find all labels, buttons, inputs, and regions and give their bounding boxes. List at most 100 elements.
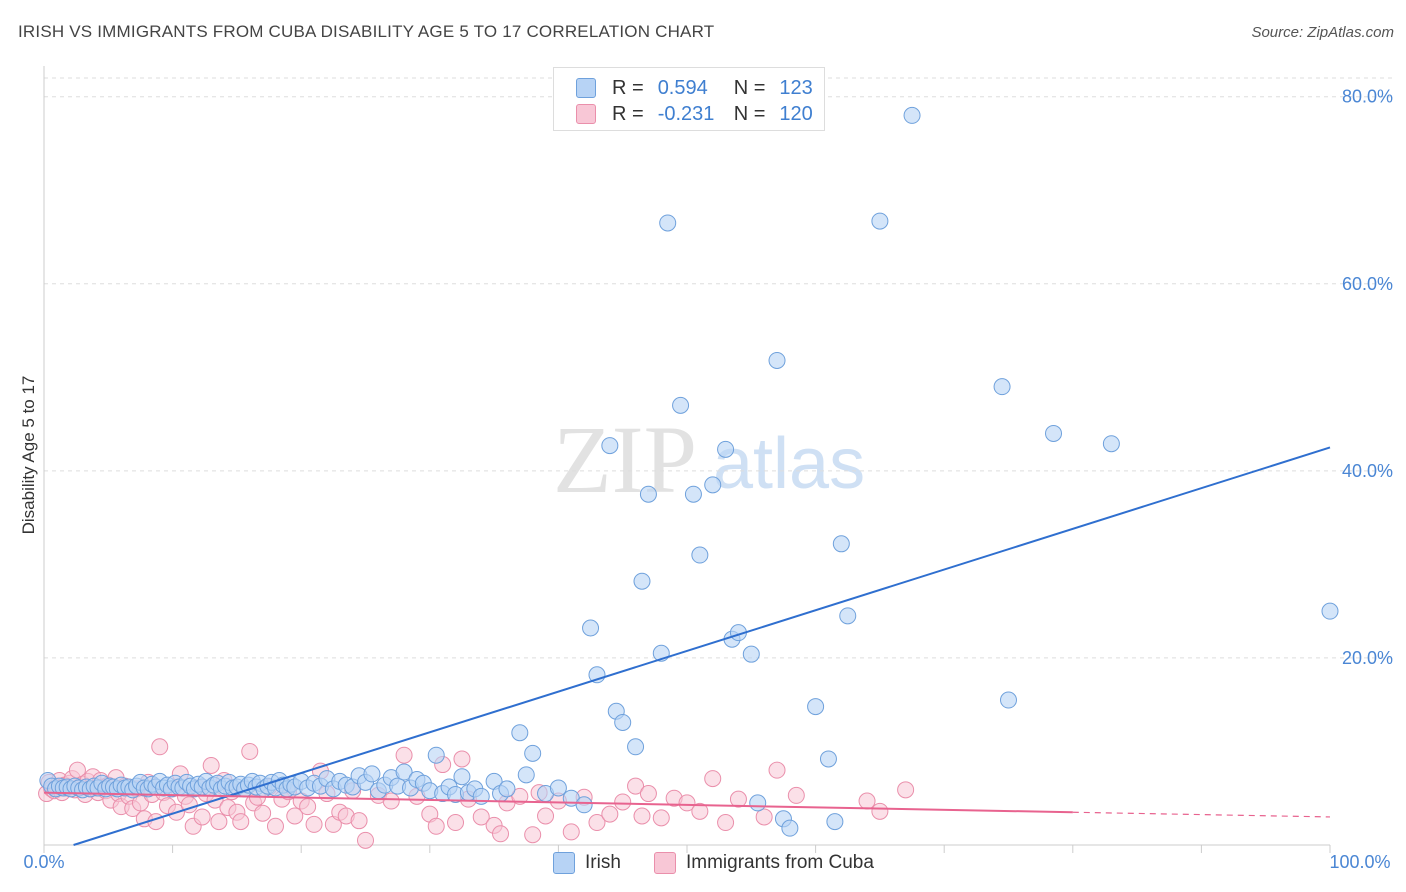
cuba-swatch — [576, 104, 596, 124]
cuba-n-value: 120 — [779, 102, 813, 125]
cuba-point — [858, 792, 876, 810]
cuba-point — [652, 809, 670, 827]
cuba-point — [614, 793, 632, 811]
cuba-point — [601, 805, 619, 823]
irish-point — [672, 396, 690, 414]
cuba-point — [524, 826, 542, 844]
cuba-point — [472, 808, 490, 826]
irish-point — [659, 214, 677, 232]
cuba-point — [286, 807, 304, 825]
watermark-zip: ZIP — [553, 406, 697, 513]
irish-point — [614, 713, 632, 731]
cuba-point — [241, 742, 259, 760]
cuba-point — [266, 817, 284, 835]
source-credit: Source: ZipAtlas.com — [1251, 24, 1394, 41]
irish-point — [395, 763, 413, 781]
irish-point — [704, 476, 722, 494]
cuba-point — [427, 817, 445, 835]
irish-point — [871, 212, 889, 230]
legend-item-cuba[interactable]: Immigrants from Cuba — [654, 852, 874, 874]
irish-point — [601, 437, 619, 455]
irish-point — [832, 535, 850, 553]
cuba-point — [202, 756, 220, 774]
zipatlas-watermark: ZIP atlas — [553, 406, 865, 513]
irish-r-label: R = — [612, 76, 644, 99]
irish-point — [363, 765, 381, 783]
irish-point — [742, 645, 760, 663]
cuba-point — [562, 823, 580, 841]
cuba-point — [704, 770, 722, 788]
chart-title: IRISH VS IMMIGRANTS FROM CUBA DISABILITY… — [18, 22, 715, 41]
irish-point — [549, 779, 567, 797]
irish-legend-swatch — [553, 852, 575, 874]
cuba-point — [768, 761, 786, 779]
cuba-point — [729, 790, 747, 808]
cuba-point — [395, 746, 413, 764]
cuba-trend-dashed — [1072, 811, 1331, 818]
irish-point — [575, 796, 593, 814]
watermark-atlas: atlas — [713, 424, 865, 504]
cuba-point — [871, 802, 889, 820]
series-legend: Irish Immigrants from Cuba — [0, 852, 1406, 878]
irish-point — [427, 746, 445, 764]
cuba-point — [492, 825, 510, 843]
cuba-point — [350, 812, 368, 830]
irish-point — [819, 750, 837, 768]
cuba-point — [210, 813, 228, 831]
irish-point — [717, 440, 735, 458]
grid-lines — [44, 77, 1392, 659]
irish-point — [781, 819, 799, 837]
legend-row-cuba: R = -0.231 N = 120 — [576, 102, 813, 126]
cuba-point — [639, 785, 657, 803]
irish-swatch — [576, 78, 596, 98]
irish-point — [1321, 602, 1339, 620]
irish-point — [768, 351, 786, 369]
tick-labels: 20.0% 40.0% 60.0% 80.0% 0.0% 100.0% — [23, 87, 1393, 872]
cuba-point — [447, 814, 465, 832]
cuba-point — [678, 794, 696, 812]
cuba-r-value: -0.231 — [657, 102, 715, 125]
cuba-legend-swatch — [654, 852, 676, 874]
irish-n-value: 123 — [779, 76, 813, 99]
irish-point — [807, 698, 825, 716]
cuba-point — [897, 781, 915, 799]
cuba-point — [691, 802, 709, 820]
irish-trend-line — [73, 446, 1331, 846]
irish-point — [511, 724, 529, 742]
cuba-point — [357, 831, 374, 849]
y-axis-label: Disability Age 5 to 17 — [19, 376, 38, 535]
irish-point — [453, 768, 471, 786]
cuba-point — [382, 792, 400, 810]
y-tick-label: 20.0% — [1342, 648, 1393, 668]
x-tick-label-min: 0.0% — [23, 852, 64, 872]
irish-r-value: 0.594 — [657, 76, 708, 99]
cuba-point — [299, 798, 317, 816]
cuba-point — [254, 804, 272, 822]
irish-point — [1045, 424, 1063, 442]
irish-point — [826, 813, 844, 831]
irish-point — [582, 619, 600, 637]
correlation-legend: R = 0.594 N = 123 R = -0.231 N = 120 — [553, 67, 825, 131]
cuba-legend-label: Immigrants from Cuba — [686, 852, 874, 873]
cuba-point — [511, 787, 529, 805]
x-tick-label-max: 100.0% — [1329, 852, 1390, 872]
cuba-n-label: N = — [733, 102, 766, 125]
cuba-point — [453, 750, 471, 768]
cuba-point — [717, 814, 735, 832]
y-tick-label: 40.0% — [1342, 461, 1393, 481]
irish-point — [517, 766, 535, 784]
trend-lines — [43, 446, 1331, 846]
irish-point — [839, 607, 857, 625]
irish-point — [498, 780, 516, 798]
cuba-point — [627, 777, 645, 795]
legend-item-irish[interactable]: Irish — [553, 852, 621, 874]
cuba-trend-line — [43, 791, 1073, 814]
irish-point — [903, 106, 921, 124]
legend-row-irish: R = 0.594 N = 123 — [576, 76, 813, 100]
irish-point — [749, 794, 767, 812]
irish-n-label: N = — [733, 76, 766, 99]
irish-point — [1102, 435, 1120, 453]
y-tick-label: 60.0% — [1342, 274, 1393, 294]
cuba-point — [787, 786, 805, 804]
